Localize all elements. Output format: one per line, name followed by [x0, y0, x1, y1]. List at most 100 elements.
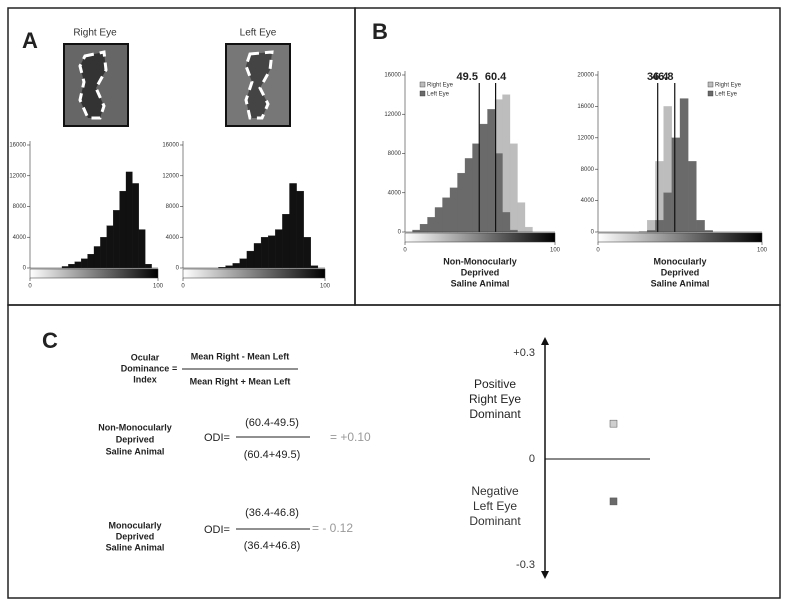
axis-arrow	[541, 337, 549, 345]
calc-text: (60.4+49.5)	[244, 449, 301, 461]
y-tick-label: 0	[23, 266, 27, 272]
case-text: Non-Monocularly	[98, 422, 172, 432]
calc-text: (36.4+46.8)	[244, 540, 301, 552]
scatter-point	[609, 497, 618, 506]
histogram-bar	[239, 258, 248, 269]
histogram-bar	[310, 265, 319, 269]
histogram-bar	[303, 237, 311, 269]
formula-text: Mean Right - Mean Left	[191, 351, 290, 361]
x-axis-label: Saline Animal	[651, 278, 710, 288]
histogram-bar	[125, 171, 133, 269]
y-tick-label: 8000	[166, 204, 180, 210]
note-text: Negative	[471, 484, 519, 498]
histogram-bar	[663, 192, 672, 233]
formula-text: Dominance	[121, 363, 170, 373]
gradient-bar	[404, 232, 556, 243]
panel-c-border	[7, 304, 781, 599]
histogram-bar	[260, 237, 269, 269]
x-tick-label: 100	[153, 284, 164, 290]
gradient-bar	[182, 268, 326, 279]
calc-text: (36.4-46.8)	[245, 507, 299, 519]
image-label: Left Eye	[240, 28, 277, 39]
calc-text: ODI=	[204, 524, 230, 536]
note-text: Left Eye	[473, 499, 517, 513]
x-tick-label: 100	[757, 248, 768, 254]
x-tick-label: 100	[550, 248, 561, 254]
x-tick-label: 0	[596, 248, 600, 254]
y-tick-label: 12000	[577, 135, 594, 141]
histogram-bar	[246, 250, 255, 269]
histogram-bar	[93, 246, 101, 269]
x-axis-label: Deprived	[461, 267, 500, 277]
panel-label: A	[22, 28, 38, 53]
note-text: Dominant	[469, 407, 521, 421]
histogram-bar	[427, 217, 436, 233]
histogram-bar	[119, 190, 127, 269]
legend-swatch	[707, 81, 714, 88]
histogram-bar	[113, 210, 120, 269]
x-axis-label: Monocularly	[653, 256, 706, 266]
calc-result: = - 0.12	[312, 521, 353, 535]
histogram-bar	[132, 183, 139, 269]
legend-label: Left Eye	[427, 92, 450, 98]
calc-text: (60.4-49.5)	[245, 417, 299, 429]
histogram-bar	[87, 254, 95, 269]
gradient-bar	[597, 232, 763, 243]
y-tick-label: 16000	[384, 73, 401, 79]
note-text: Dominant	[469, 514, 521, 528]
histogram-bar	[517, 202, 526, 233]
histogram-bar	[502, 94, 511, 233]
y-tick-label: 0	[529, 453, 535, 465]
formula-text: Index	[133, 374, 157, 384]
case-text: Monocularly	[108, 520, 161, 530]
legend-swatch	[419, 90, 426, 97]
calc-text: ODI=	[204, 432, 230, 444]
histogram-bar	[457, 172, 466, 233]
case-text: Saline Animal	[106, 446, 165, 456]
y-tick-label: 16000	[9, 143, 26, 149]
y-tick-label: 8000	[388, 151, 402, 157]
histogram-bar	[68, 264, 75, 269]
x-axis-label: Deprived	[661, 267, 700, 277]
odi-calc: ODI= (60.4-49.5) (60.4+49.5) = +0.10 ODI…	[204, 417, 371, 552]
formula-text: =	[172, 363, 177, 373]
histogram-bar	[225, 265, 233, 269]
panel-b-border	[354, 7, 781, 306]
image-label: Right Eye	[73, 28, 117, 39]
x-axis-label: Non-Monocularly	[443, 256, 517, 266]
case-text: Deprived	[116, 531, 155, 541]
eye-image	[63, 43, 129, 127]
eye-image	[225, 43, 291, 127]
y-tick-label: 0	[398, 230, 402, 236]
histogram-bar	[232, 263, 240, 269]
mean-label: 36.4	[647, 71, 669, 83]
y-tick-label: 4000	[388, 190, 402, 196]
y-tick-label: 0	[176, 266, 180, 272]
histogram-bar	[671, 137, 681, 233]
histogram-bar	[282, 214, 290, 269]
histogram-bar	[253, 243, 262, 269]
y-tick-label: 12000	[162, 173, 179, 179]
legend-label: Right Eye	[715, 83, 742, 89]
y-tick-label: 12000	[9, 173, 26, 179]
histogram-bar	[688, 161, 697, 233]
scatter-point	[609, 419, 618, 428]
formula: Ocular Dominance Index = Mean Right - Me…	[121, 351, 298, 386]
legend-swatch	[419, 81, 426, 88]
x-axis-label: Saline Animal	[451, 278, 510, 288]
y-tick-label: 8000	[581, 167, 595, 173]
case-text: Saline Animal	[106, 542, 165, 552]
axis-arrow	[541, 571, 549, 579]
histogram-bar	[487, 109, 496, 233]
y-tick-label: 16000	[577, 104, 594, 110]
histogram-bar	[442, 197, 451, 233]
histogram-bar	[74, 261, 82, 269]
x-tick-label: 0	[403, 248, 407, 254]
calc-result: = +0.10	[330, 430, 371, 444]
histogram-bar	[464, 158, 473, 233]
histogram-bar	[289, 183, 297, 269]
x-tick-label: 0	[28, 284, 32, 290]
histogram-bar	[696, 220, 705, 233]
legend-label: Left Eye	[715, 92, 738, 98]
